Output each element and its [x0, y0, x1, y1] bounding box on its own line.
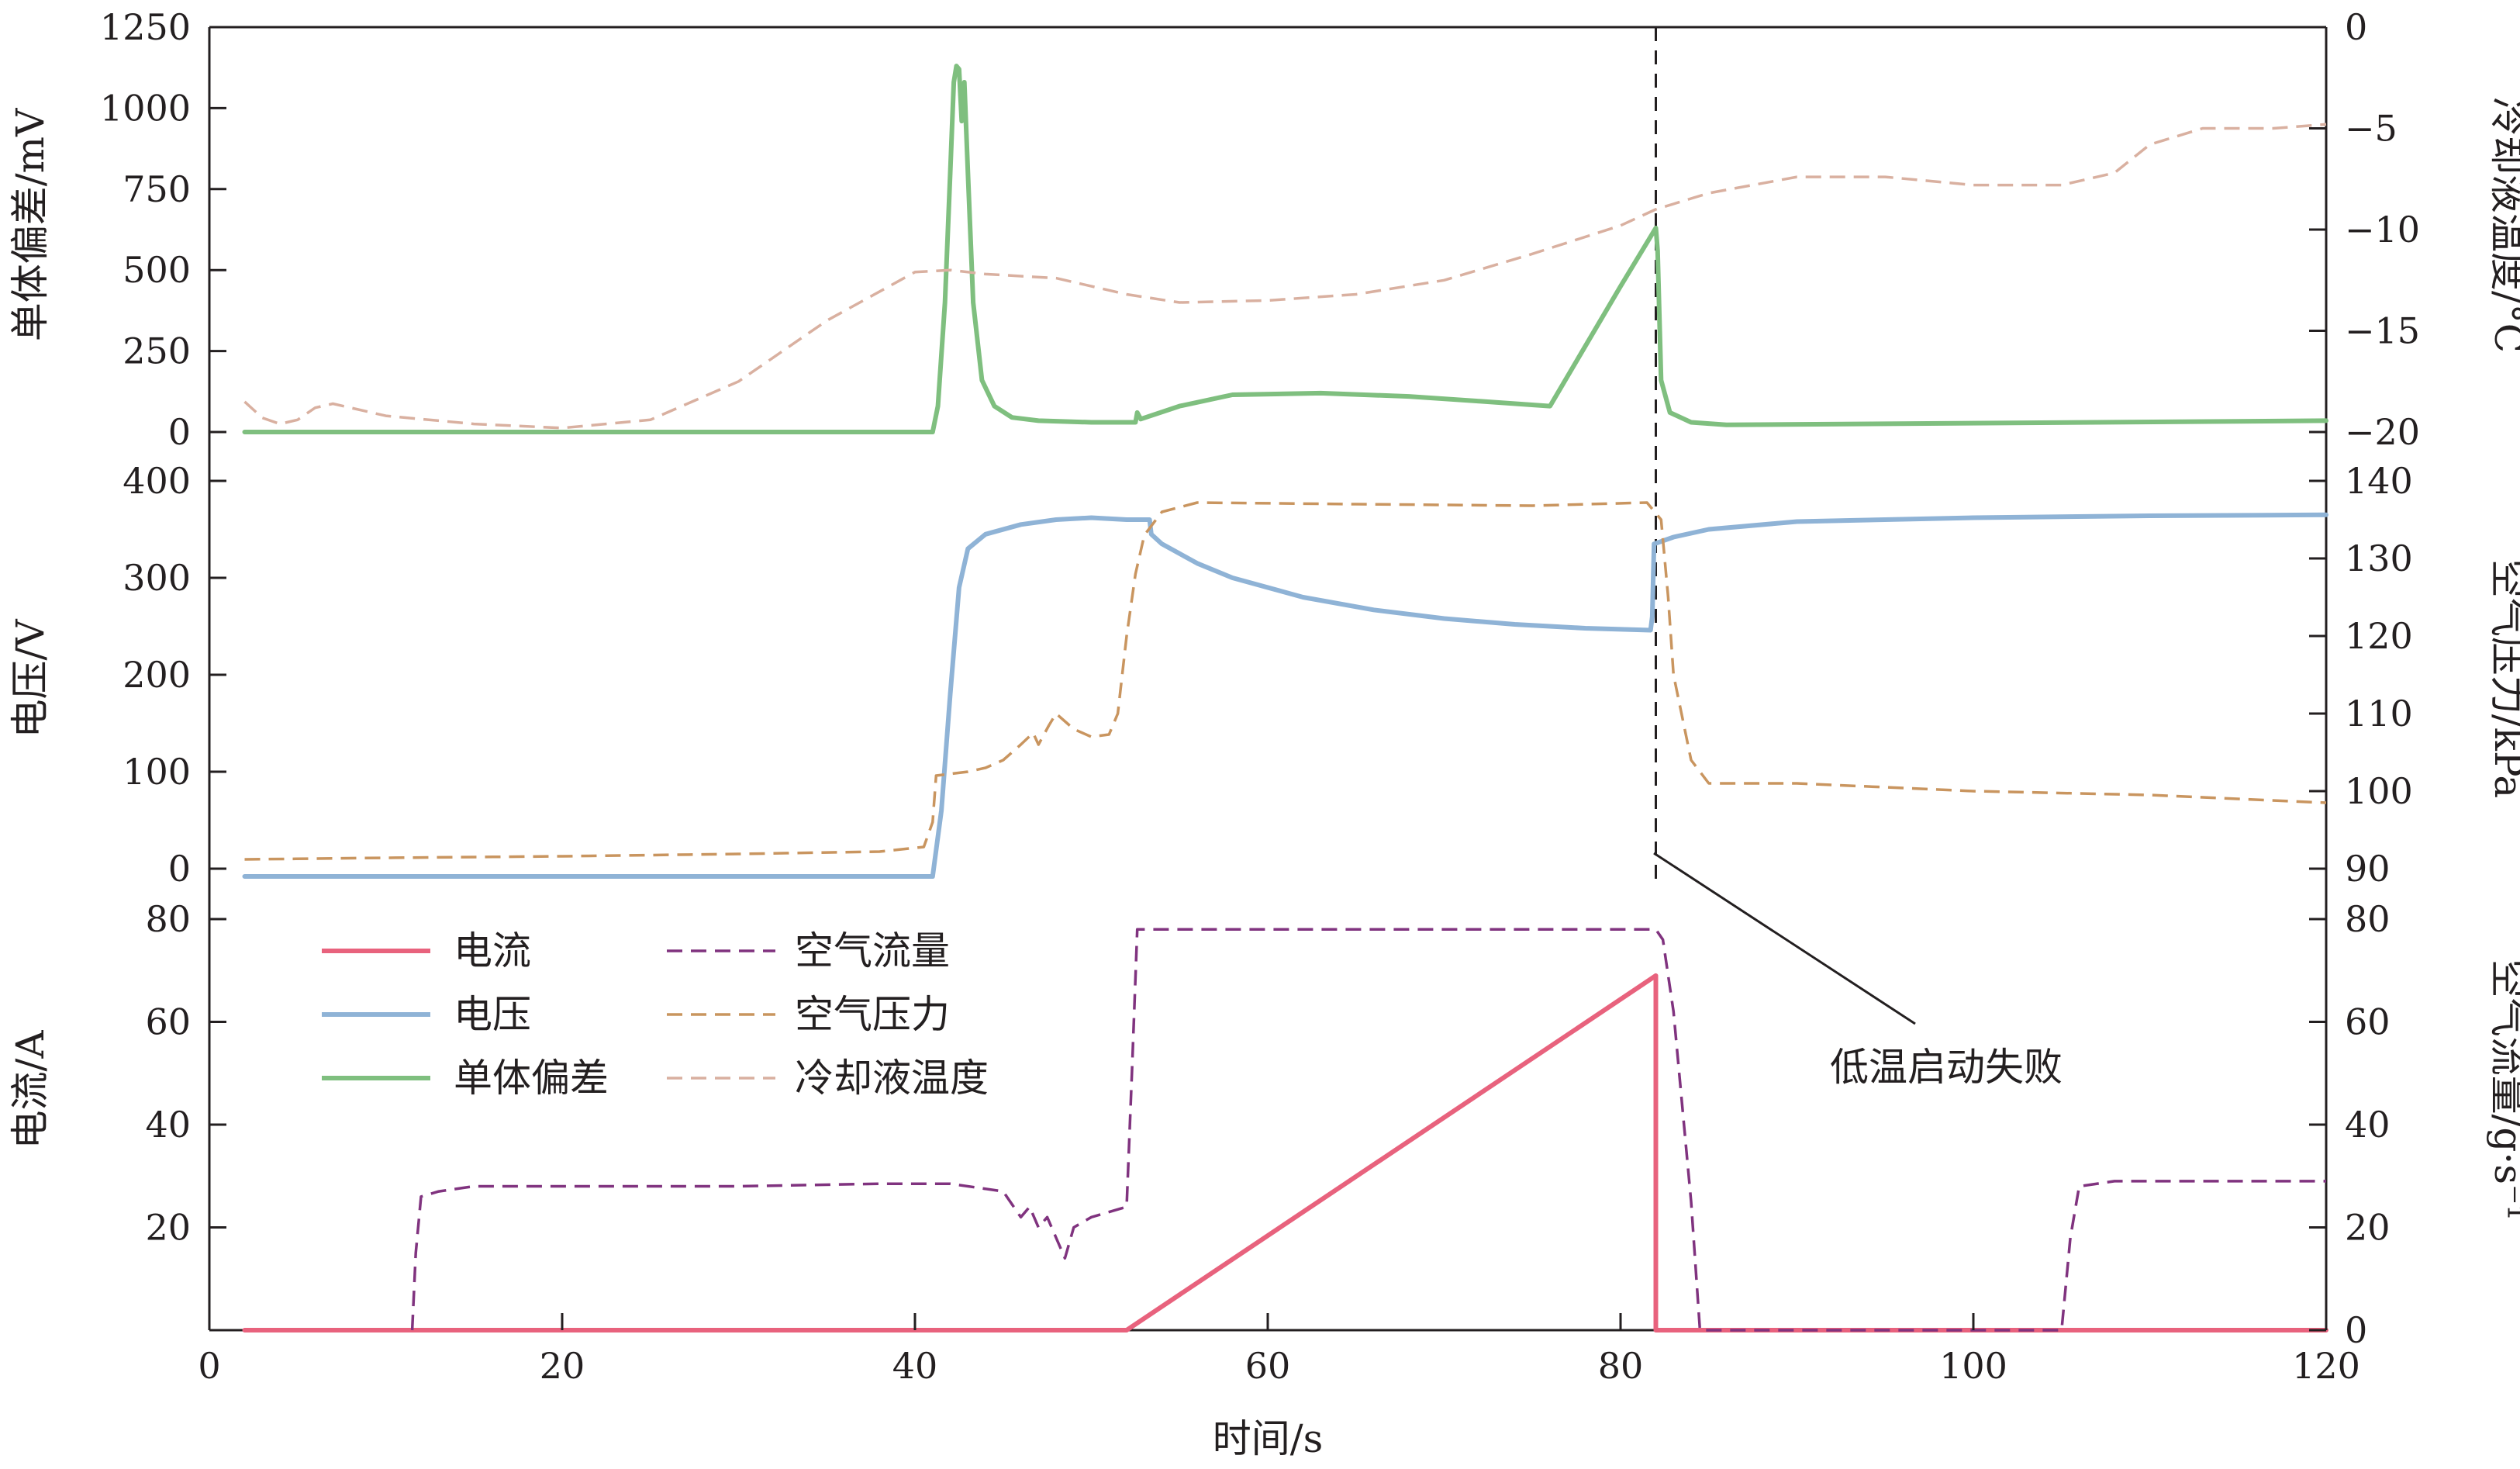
bottom-right-tick-label: 20 — [2345, 1207, 2391, 1249]
top-left-tick-label: 0 — [168, 411, 191, 453]
annotation-leader-line — [1653, 852, 1916, 1025]
legend-label-air-pressure: 空气压力 — [795, 992, 950, 1037]
legend-label-cell-deviation: 单体偏差 — [454, 1056, 609, 1101]
x-tick-label: 20 — [540, 1345, 585, 1387]
top-left-tick-label: 750 — [123, 168, 191, 210]
x-tick-label: 60 — [1245, 1345, 1291, 1387]
ticks-layer — [208, 26, 2328, 1332]
series-line-cell-deviation — [242, 64, 2328, 434]
series-line-coolant-temp — [243, 123, 2327, 430]
bottom-left-tick-label: 40 — [145, 1104, 191, 1146]
middle-right-tick-label: 90 — [2345, 848, 2391, 890]
series-line-current — [242, 973, 2328, 1332]
bottom-left-tick-label: 20 — [145, 1207, 191, 1249]
bottom-left-axis-title: 电流/A — [8, 1030, 53, 1149]
x-tick-label: 120 — [2292, 1345, 2360, 1387]
x-tick-label: 80 — [1598, 1345, 1644, 1387]
middle-left-tick-label: 300 — [123, 557, 191, 599]
bottom-right-tick-label: 40 — [2345, 1104, 2391, 1146]
annotation-label: 低温启动失败 — [1830, 1045, 2063, 1090]
bottom-right-axis-title: 空气流量/g·s⁻¹ — [2486, 959, 2520, 1221]
bottom-right-tick-label: 60 — [2345, 1001, 2391, 1043]
middle-right-tick-label: 130 — [2345, 537, 2413, 579]
top-right-tick-label: −5 — [2345, 108, 2397, 150]
middle-right-tick-label: 120 — [2345, 615, 2413, 657]
top-right-tick-label: −15 — [2345, 310, 2420, 352]
x-tick-label: 40 — [892, 1345, 938, 1387]
legend-label-air-flow: 空气流量 — [795, 928, 950, 973]
bottom-right-tick-label: 80 — [2345, 898, 2391, 940]
middle-left-tick-label: 200 — [123, 654, 191, 696]
series-layer — [242, 64, 2328, 1332]
top-right-tick-label: 0 — [2345, 6, 2367, 48]
bottom-left-tick-label: 80 — [145, 898, 191, 940]
x-axis-title: 时间/s — [1213, 1416, 1324, 1461]
x-tick-label: 0 — [198, 1345, 220, 1387]
middle-left-tick-label: 400 — [123, 460, 191, 502]
x-tick-label: 100 — [1939, 1345, 2007, 1387]
bottom-left-tick-label: 60 — [145, 1001, 191, 1043]
top-right-tick-label: −20 — [2345, 411, 2420, 453]
top-right-tick-label: −10 — [2345, 209, 2420, 251]
top-right-axis-title: 冷却液温度/°C — [2486, 97, 2520, 353]
plot-frame — [208, 26, 2328, 1332]
middle-right-tick-label: 140 — [2345, 460, 2413, 502]
bottom-right-tick-label: 0 — [2345, 1309, 2367, 1351]
middle-left-axis-title: 电压/V — [8, 619, 53, 738]
legend-label-voltage: 电压 — [454, 992, 531, 1037]
series-line-air-flow — [410, 928, 2326, 1332]
series-line-air-pressure — [244, 501, 2327, 861]
middle-right-tick-label: 110 — [2345, 693, 2413, 734]
middle-right-axis-title: 空气压力/kPa — [2486, 559, 2520, 798]
middle-right-tick-label: 100 — [2345, 770, 2413, 812]
top-left-tick-label: 250 — [123, 330, 191, 372]
top-left-axis-title: 单体偏差/mV — [8, 108, 53, 341]
top-left-tick-label: 1250 — [100, 6, 191, 48]
legend: 电流 空气流量 电压 空气压力 单体偏差 冷却液温度 — [322, 928, 989, 1101]
middle-left-tick-label: 100 — [123, 751, 191, 793]
top-left-tick-label: 500 — [123, 249, 191, 291]
top-left-tick-label: 1000 — [100, 87, 191, 129]
series-line-voltage — [242, 512, 2328, 879]
legend-label-coolant-temp: 冷却液温度 — [795, 1056, 989, 1101]
middle-left-tick-label: 0 — [168, 848, 191, 890]
labels-layer: 025050075010001250−20−15−10−500100200300… — [100, 6, 2420, 1387]
legend-label-current: 电流 — [454, 928, 531, 973]
